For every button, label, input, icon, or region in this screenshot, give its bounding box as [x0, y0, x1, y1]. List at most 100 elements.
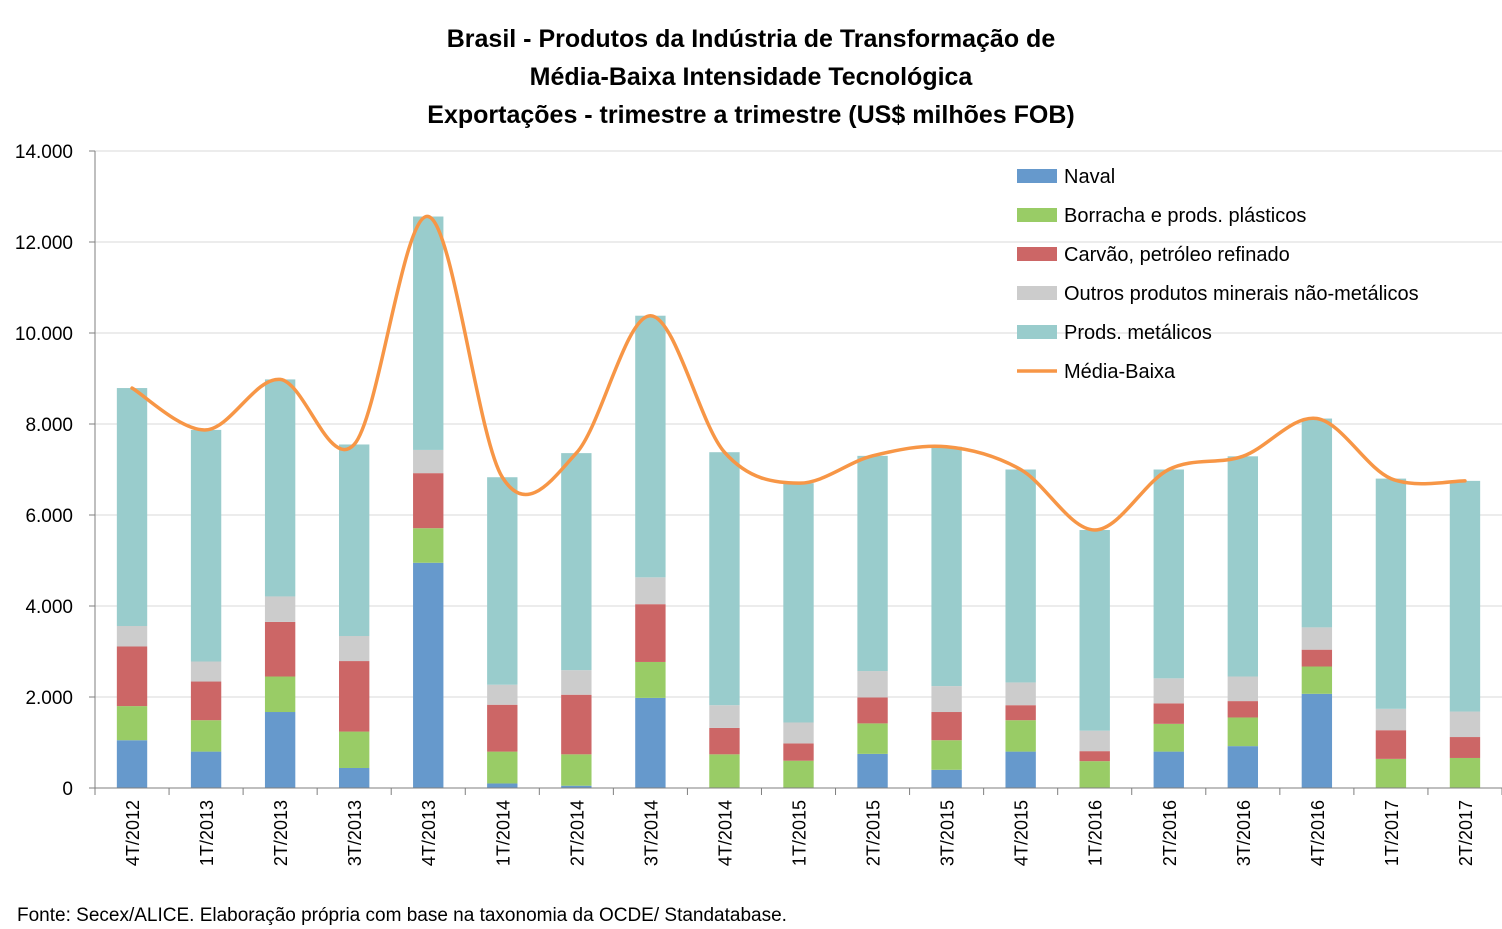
chart-title-line-1: Brasil - Produtos da Indústria de Transf…	[447, 25, 1056, 53]
bar-segment-3-11	[931, 686, 962, 713]
legend-swatch-2	[1017, 247, 1057, 261]
y-tick-label-5: 10.000	[15, 324, 73, 345]
bar-segment-3-12	[1005, 682, 1036, 706]
line-series	[130, 214, 1467, 532]
x-tick-label-18: 2T/2017	[1456, 800, 1476, 866]
bar-segment-1-16	[1301, 666, 1333, 694]
x-tick-label-15: 3T/2016	[1234, 800, 1254, 866]
bar-segment-2-5	[487, 704, 518, 752]
bar-segment-4-2	[264, 379, 296, 597]
chart-title: Brasil - Produtos da Indústria de Transf…	[427, 25, 1074, 129]
bar-segment-4-9	[783, 483, 814, 723]
chart-title-line-3: Exportações - trimestre a trimestre (US$…	[427, 101, 1074, 129]
bar-segment-0-15	[1227, 746, 1258, 788]
bar-segment-3-16	[1301, 627, 1333, 650]
bar-segment-2-6	[561, 694, 592, 755]
bar-segment-4-6	[561, 453, 592, 671]
bar-segment-2-2	[264, 621, 296, 677]
bar-segment-3-17	[1375, 708, 1407, 731]
bar-segment-2-3	[339, 661, 370, 732]
y-tick-label-1: 2.000	[25, 688, 73, 709]
legend-label-1: Borracha e prods. plásticos	[1064, 205, 1306, 227]
bar-segment-1-7	[635, 661, 666, 698]
bar-segment-3-14	[1153, 678, 1184, 704]
bar-segment-4-13	[1079, 530, 1110, 731]
bar-segment-3-5	[487, 684, 518, 705]
x-tick-label-11: 3T/2015	[938, 800, 958, 866]
bar-segment-4-3	[339, 444, 370, 637]
bar-segment-1-0	[116, 706, 148, 741]
bar-segment-1-11	[931, 740, 962, 770]
x-tick-label-4: 4T/2013	[419, 800, 439, 866]
bar-segment-2-17	[1375, 730, 1407, 759]
line-media-baixa	[130, 214, 1467, 532]
x-axis-ticks: 4T/2012 1T/2013 2T/2013 3T/2013 4T/2013 1T/20…	[123, 800, 1476, 866]
bar-segment-4-8	[709, 452, 740, 706]
bar-segment-2-4	[413, 473, 444, 529]
legend: Naval Borracha e prods. plásticos Carvão, …	[1017, 166, 1419, 383]
bar-segment-4-11	[931, 446, 962, 687]
y-tick-label-4: 8.000	[25, 415, 73, 436]
bar-segment-1-1	[190, 720, 222, 752]
x-tick-label-8: 4T/2014	[715, 800, 735, 866]
bar-segment-0-4	[413, 562, 444, 788]
bar-segment-1-9	[783, 760, 814, 788]
bar-segment-2-14	[1153, 703, 1184, 724]
bar-segment-4-10	[857, 455, 888, 672]
bar-segment-0-5	[487, 783, 518, 788]
x-tick-label-6: 2T/2014	[567, 800, 587, 866]
bar-segment-4-14	[1153, 469, 1184, 679]
bar-segment-3-9	[783, 722, 814, 744]
bar-segment-3-0	[116, 626, 148, 647]
bar-segment-1-4	[413, 528, 444, 563]
legend-label-0: Naval	[1064, 166, 1115, 188]
bar-segment-0-1	[190, 751, 222, 788]
bar-segment-1-15	[1227, 717, 1258, 747]
bar-segment-3-18	[1449, 711, 1481, 738]
bar-segment-3-2	[264, 596, 296, 622]
bar-segment-1-5	[487, 751, 518, 784]
x-tick-label-3: 3T/2013	[345, 800, 365, 866]
x-tick-label-7: 3T/2014	[641, 800, 661, 866]
y-tick-label-3: 6.000	[25, 506, 73, 527]
bar-segment-0-11	[931, 769, 962, 788]
bar-segment-1-13	[1079, 761, 1110, 788]
bar-segment-4-12	[1005, 469, 1036, 683]
bar-segment-1-6	[561, 754, 592, 786]
legend-swatch-4	[1017, 325, 1057, 339]
bar-segment-0-14	[1153, 751, 1184, 788]
bar-segment-3-10	[857, 671, 888, 698]
bar-segment-2-1	[190, 681, 222, 721]
bar-segment-4-15	[1227, 456, 1258, 677]
bar-segment-4-5	[487, 477, 518, 685]
x-tick-label-14: 2T/2016	[1160, 800, 1180, 866]
bar-segment-4-1	[190, 429, 222, 662]
bar-segment-0-10	[857, 753, 888, 788]
bar-segment-2-13	[1079, 751, 1110, 762]
bar-segment-4-16	[1301, 418, 1333, 628]
bar-segment-3-4	[413, 449, 444, 474]
bar-segment-0-16	[1301, 693, 1333, 788]
y-axis-ticks: 0 2.000 4.000 6.000 8.000 10.000 12.000 14.000	[15, 142, 73, 800]
legend-label-4: Prods. metálicos	[1064, 322, 1212, 344]
x-tick-label-12: 4T/2015	[1012, 800, 1032, 866]
bar-segment-2-10	[857, 697, 888, 724]
bar-segment-4-17	[1375, 478, 1407, 709]
chart-title-line-2: Média-Baixa Intensidade Tecnológica	[530, 63, 974, 91]
x-tick-label-16: 4T/2016	[1308, 800, 1328, 866]
x-tick-label-10: 2T/2015	[864, 800, 884, 866]
bar-segment-4-18	[1449, 480, 1481, 712]
y-tick-label-7: 14.000	[15, 142, 73, 163]
bar-segment-2-15	[1227, 701, 1258, 718]
bar-segment-0-0	[116, 740, 148, 788]
legend-label-line: Média-Baixa	[1064, 361, 1176, 383]
bar-segment-0-3	[339, 767, 370, 788]
bar-segment-3-15	[1227, 676, 1258, 702]
bar-segment-1-14	[1153, 723, 1184, 752]
x-tick-label-17: 1T/2017	[1382, 800, 1402, 866]
bar-segment-4-4	[413, 216, 444, 450]
bar-segment-3-6	[561, 670, 592, 695]
x-tick-label-1: 1T/2013	[197, 800, 217, 866]
bar-segment-3-13	[1079, 730, 1110, 752]
